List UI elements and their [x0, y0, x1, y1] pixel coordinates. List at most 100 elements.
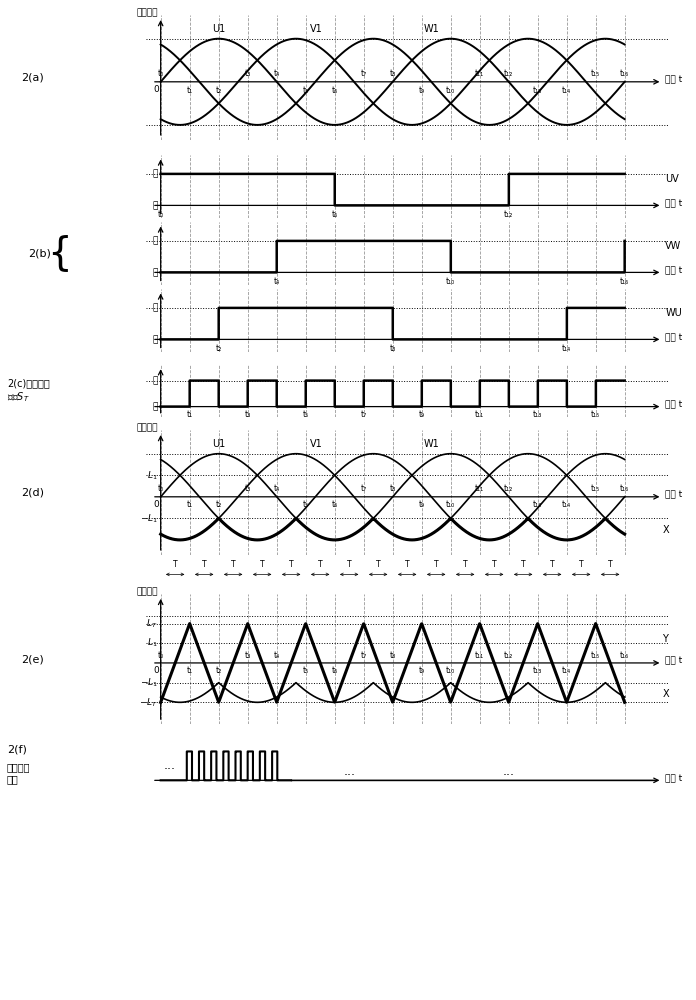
Text: t₆: t₆	[331, 210, 338, 219]
Text: T: T	[608, 560, 612, 569]
Text: t₀: t₀	[157, 651, 164, 660]
Text: ...: ...	[503, 765, 514, 778]
Text: 幅度电平: 幅度电平	[136, 587, 158, 596]
Text: t₄: t₄	[274, 484, 280, 493]
Text: t₃: t₃	[244, 410, 251, 419]
Text: t₅: t₅	[303, 666, 309, 675]
Text: t₁₂: t₁₂	[504, 651, 513, 660]
Text: 低: 低	[152, 201, 158, 210]
Text: t₈: t₈	[390, 651, 396, 660]
Text: t₁₁: t₁₁	[475, 651, 484, 660]
Text: T: T	[173, 560, 177, 569]
Text: 幅度电平: 幅度电平	[136, 8, 158, 17]
Text: t₁₆: t₁₆	[620, 484, 629, 493]
Text: t₁₀: t₁₀	[446, 500, 455, 509]
Text: t₁₂: t₁₂	[504, 210, 513, 219]
Text: t₀: t₀	[157, 484, 164, 493]
Text: t₁₃: t₁₃	[533, 666, 542, 675]
Text: 时间 t: 时间 t	[665, 266, 683, 275]
Text: T: T	[550, 560, 555, 569]
Text: UV: UV	[665, 174, 679, 184]
Text: t₁₀: t₁₀	[446, 277, 455, 286]
Text: t₇: t₇	[361, 68, 367, 78]
Text: t₆: t₆	[331, 500, 338, 509]
Text: t₁₄: t₁₄	[562, 344, 571, 353]
Text: 高: 高	[152, 169, 158, 178]
Text: T: T	[289, 560, 294, 569]
Text: $L_T$: $L_T$	[146, 617, 158, 630]
Text: T: T	[579, 560, 583, 569]
Text: T: T	[492, 560, 496, 569]
Text: 低: 低	[152, 335, 158, 344]
Text: T: T	[434, 560, 438, 569]
Text: t₁₁: t₁₁	[475, 484, 484, 493]
Text: 幅度电平: 幅度电平	[136, 423, 158, 432]
Text: t₄: t₄	[274, 277, 280, 286]
Text: T: T	[521, 560, 525, 569]
Text: t₁₆: t₁₆	[620, 651, 629, 660]
Text: 高: 高	[152, 376, 158, 385]
Text: t₄: t₄	[274, 68, 280, 78]
Text: t₁₂: t₁₂	[504, 484, 513, 493]
Text: T: T	[347, 560, 351, 569]
Text: 时间 t: 时间 t	[665, 490, 683, 499]
Text: $L_1$: $L_1$	[148, 637, 158, 649]
Text: 时间 t: 时间 t	[665, 656, 683, 665]
Text: t₂: t₂	[216, 666, 222, 675]
Text: t₈: t₈	[390, 484, 396, 493]
Text: t₂: t₂	[216, 86, 222, 95]
Text: t₃: t₃	[244, 68, 251, 78]
Text: t₄: t₄	[274, 651, 280, 660]
Text: $-L_1$: $-L_1$	[140, 512, 158, 525]
Text: t₉: t₉	[418, 500, 425, 509]
Text: t₁₀: t₁₀	[446, 666, 455, 675]
Text: t₀: t₀	[157, 210, 164, 219]
Text: t₇: t₇	[361, 410, 367, 419]
Text: t₀: t₀	[157, 68, 164, 78]
Text: t₁₅: t₁₅	[591, 651, 600, 660]
Text: WU: WU	[665, 308, 682, 318]
Text: t₁₃: t₁₃	[533, 86, 542, 95]
Text: ...: ...	[343, 765, 355, 778]
Text: t₁₅: t₁₅	[591, 410, 600, 419]
Text: $-L_T$: $-L_T$	[139, 696, 158, 709]
Text: t₁₄: t₁₄	[562, 666, 571, 675]
Text: W1: W1	[424, 439, 440, 449]
Text: T: T	[318, 560, 322, 569]
Text: t₁₀: t₁₀	[446, 86, 455, 95]
Text: t₁₆: t₁₆	[620, 277, 629, 286]
Text: {: {	[47, 234, 72, 272]
Text: W1: W1	[424, 24, 440, 34]
Text: t₅: t₅	[303, 86, 309, 95]
Text: T: T	[231, 560, 235, 569]
Text: t₉: t₉	[418, 86, 425, 95]
Text: t₉: t₉	[418, 666, 425, 675]
Text: t₁₂: t₁₂	[504, 68, 513, 78]
Text: t₁₄: t₁₄	[562, 500, 571, 509]
Text: t₁₃: t₁₃	[533, 500, 542, 509]
Text: 时间 t: 时间 t	[665, 774, 683, 783]
Text: T: T	[376, 560, 381, 569]
Text: $L_1$: $L_1$	[148, 469, 158, 482]
Text: t₆: t₆	[331, 86, 338, 95]
Text: T: T	[202, 560, 207, 569]
Text: t₇: t₇	[361, 484, 367, 493]
Text: t₅: t₅	[303, 500, 309, 509]
Text: V1: V1	[310, 439, 322, 449]
Text: 时间 t: 时间 t	[665, 333, 683, 342]
Text: t₁₆: t₁₆	[620, 68, 629, 78]
Text: t₁: t₁	[187, 500, 193, 509]
Text: t₁₁: t₁₁	[475, 410, 484, 419]
Text: 0: 0	[153, 85, 159, 94]
Text: t₉: t₉	[418, 410, 425, 419]
Text: U1: U1	[212, 24, 226, 34]
Text: V1: V1	[310, 24, 322, 34]
Text: 时间 t: 时间 t	[665, 401, 683, 410]
Text: 2(b): 2(b)	[28, 248, 51, 258]
Text: X: X	[663, 525, 669, 535]
Text: 2(d): 2(d)	[21, 488, 44, 497]
Text: t₃: t₃	[244, 484, 251, 493]
Text: t₁: t₁	[187, 86, 193, 95]
Text: t₂: t₂	[216, 344, 222, 353]
Text: 0: 0	[153, 500, 159, 509]
